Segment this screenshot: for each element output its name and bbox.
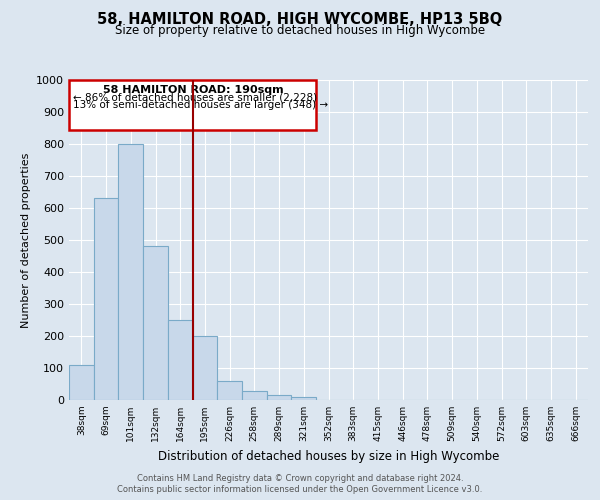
- Bar: [217, 381, 242, 400]
- Y-axis label: Number of detached properties: Number of detached properties: [20, 152, 31, 328]
- Bar: [69, 365, 94, 400]
- Text: ← 86% of detached houses are smaller (2,228): ← 86% of detached houses are smaller (2,…: [73, 93, 317, 103]
- Text: 58 HAMILTON ROAD: 190sqm: 58 HAMILTON ROAD: 190sqm: [103, 85, 283, 95]
- FancyBboxPatch shape: [70, 80, 316, 130]
- X-axis label: Distribution of detached houses by size in High Wycombe: Distribution of detached houses by size …: [158, 450, 499, 462]
- Text: 58, HAMILTON ROAD, HIGH WYCOMBE, HP13 5BQ: 58, HAMILTON ROAD, HIGH WYCOMBE, HP13 5B…: [97, 12, 503, 28]
- Bar: [94, 198, 118, 400]
- Text: 13% of semi-detached houses are larger (348) →: 13% of semi-detached houses are larger (…: [73, 100, 328, 110]
- Bar: [242, 391, 267, 400]
- Text: Size of property relative to detached houses in High Wycombe: Size of property relative to detached ho…: [115, 24, 485, 37]
- Bar: [143, 246, 168, 400]
- Bar: [168, 320, 193, 400]
- Bar: [118, 144, 143, 400]
- Bar: [292, 397, 316, 400]
- Text: Contains HM Land Registry data © Crown copyright and database right 2024.: Contains HM Land Registry data © Crown c…: [137, 474, 463, 483]
- Bar: [193, 336, 217, 400]
- Text: Contains public sector information licensed under the Open Government Licence v3: Contains public sector information licen…: [118, 485, 482, 494]
- Bar: [267, 395, 292, 400]
